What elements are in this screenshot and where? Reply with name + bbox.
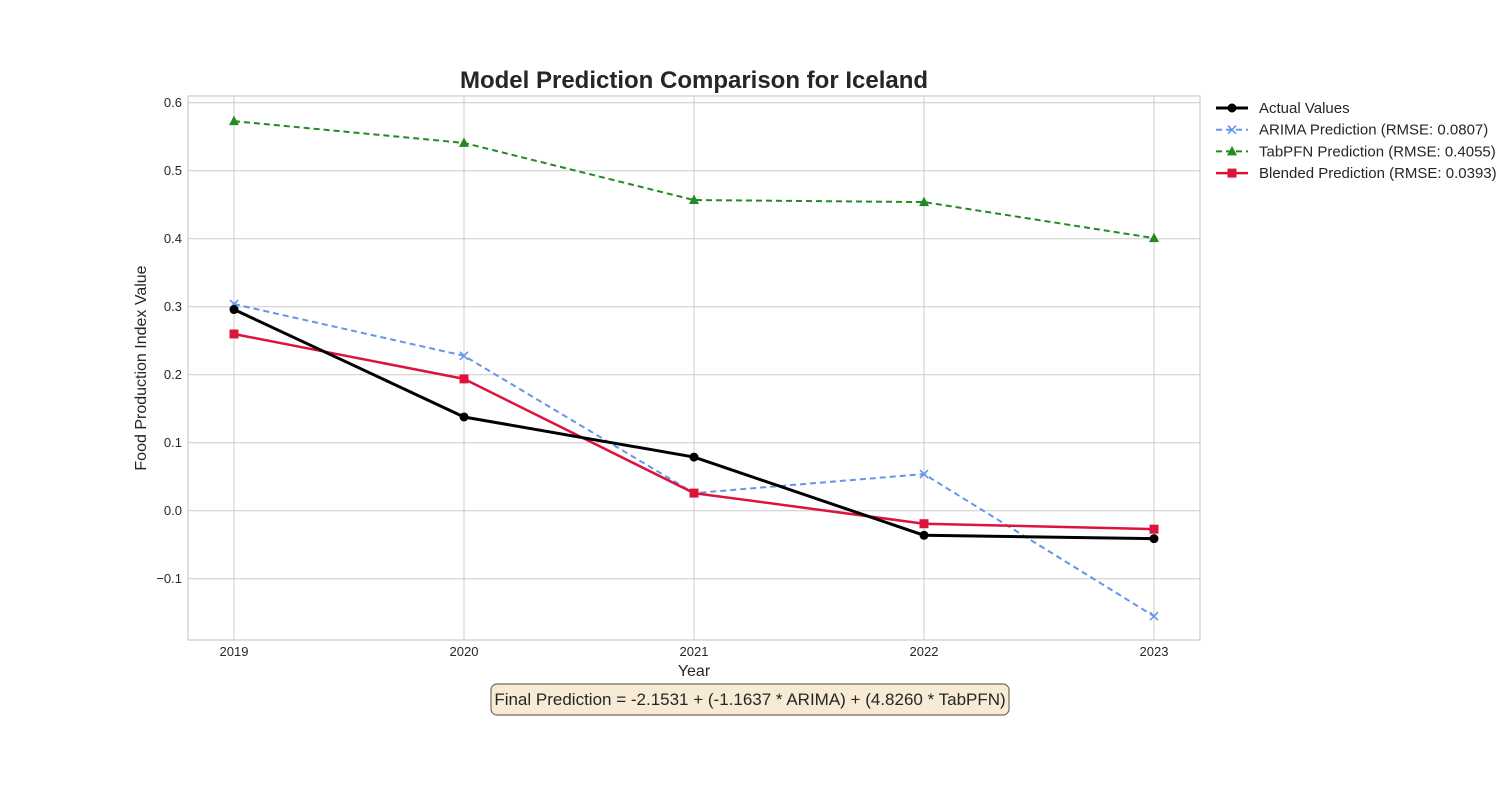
legend-marker <box>1227 103 1237 113</box>
y-axis-label: Food Production Index Value <box>133 265 150 470</box>
data-point <box>459 137 469 147</box>
legend-marker <box>1227 125 1237 135</box>
data-point <box>689 488 699 498</box>
legend-label: TabPFN Prediction (RMSE: 0.4055) <box>1259 143 1496 160</box>
y-tick-label: −0.1 <box>156 571 182 586</box>
data-point <box>459 374 469 384</box>
x-axis-label: Year <box>678 663 711 680</box>
formula-box <box>490 683 1010 716</box>
data-point <box>1149 524 1159 534</box>
y-tick-label: 0.3 <box>164 299 182 314</box>
data-point <box>1149 534 1159 544</box>
grid <box>188 96 1200 640</box>
legend-item-actual-values: Actual Values <box>1216 100 1350 117</box>
legend-label: Actual Values <box>1259 100 1350 117</box>
series-layer <box>229 115 1159 621</box>
x-tick-label: 2021 <box>680 644 709 659</box>
data-point <box>919 519 929 529</box>
x-tick-label: 2020 <box>450 644 479 659</box>
data-point <box>689 194 699 205</box>
legend-item-tabpfn-prediction-rmse-0-4055: TabPFN Prediction (RMSE: 0.4055) <box>1216 143 1496 160</box>
legend-marker <box>1227 145 1237 156</box>
plot-frame <box>187 95 1201 641</box>
data-point <box>229 329 239 339</box>
legend: Actual Values ARIMA Prediction (RMSE: 0.0… <box>1216 100 1497 182</box>
series-line <box>233 120 1155 240</box>
x-tick-label: 2022 <box>910 644 939 659</box>
data-point <box>1149 232 1159 243</box>
y-axis-ticks: −0.1 0.0 0.1 0.2 0.3 0.4 0.5 0.6 <box>156 95 182 586</box>
data-point <box>459 351 469 361</box>
formula-annotation: Final Prediction = -2.1531 + (-1.1637 * … <box>490 683 1010 716</box>
legend-item-arima-prediction-rmse-0-0807: ARIMA Prediction (RMSE: 0.0807) <box>1216 122 1488 139</box>
series-actual-values <box>229 305 1159 544</box>
y-tick-label: 0.2 <box>164 367 182 382</box>
formula-text: Final Prediction = -2.1531 + (-1.1637 * … <box>494 690 1005 709</box>
series-blended-prediction-rmse-0-0393 <box>229 329 1159 534</box>
y-tick-label: 0.4 <box>164 231 182 246</box>
chart-title: Model Prediction Comparison for Iceland <box>460 67 928 94</box>
y-tick-label: 0.1 <box>164 435 182 450</box>
data-point <box>459 412 469 422</box>
series-tabpfn-prediction-rmse-0-4055 <box>229 115 1159 243</box>
legend-marker <box>1227 168 1237 178</box>
legend-label: ARIMA Prediction (RMSE: 0.0807) <box>1259 122 1488 139</box>
data-point <box>1149 611 1159 621</box>
y-tick-label: 0.5 <box>164 163 182 178</box>
data-point <box>229 115 239 126</box>
data-point <box>919 469 929 479</box>
x-tick-label: 2019 <box>220 644 249 659</box>
x-axis-ticks: 2019 2020 2021 2022 2023 <box>220 644 1169 659</box>
legend-label: Blended Prediction (RMSE: 0.0393) <box>1259 165 1497 182</box>
data-point <box>689 452 699 462</box>
legend-item-blended-prediction-rmse-0-0393: Blended Prediction (RMSE: 0.0393) <box>1216 165 1497 182</box>
data-point <box>919 196 929 207</box>
y-tick-label: 0.6 <box>164 95 182 110</box>
data-point <box>229 305 239 315</box>
y-tick-label: 0.0 <box>164 503 182 518</box>
data-point <box>919 530 929 540</box>
x-tick-label: 2023 <box>1140 644 1169 659</box>
